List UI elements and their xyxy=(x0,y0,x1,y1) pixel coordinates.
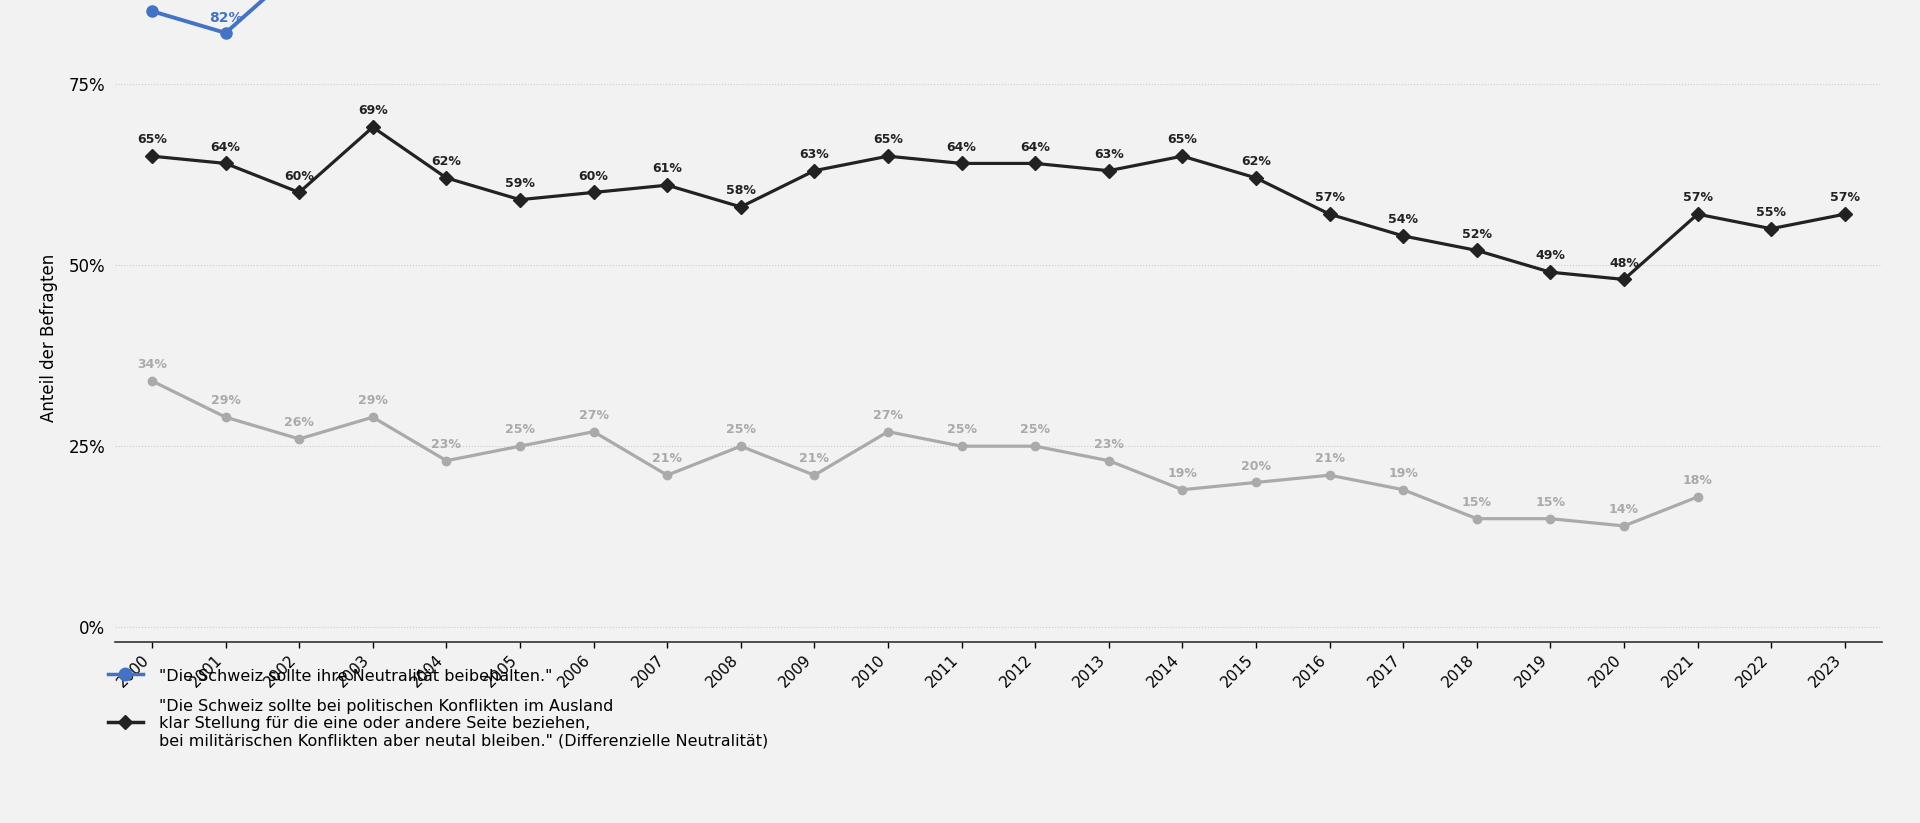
Text: 23%: 23% xyxy=(432,438,461,451)
Text: 57%: 57% xyxy=(1315,192,1344,204)
Text: 57%: 57% xyxy=(1830,192,1860,204)
Text: 54%: 54% xyxy=(1388,213,1419,226)
Text: 21%: 21% xyxy=(653,453,682,466)
Text: 15%: 15% xyxy=(1461,496,1492,509)
Text: 59%: 59% xyxy=(505,177,536,190)
Text: 61%: 61% xyxy=(653,162,682,175)
Text: 64%: 64% xyxy=(211,141,240,154)
Text: 20%: 20% xyxy=(1240,460,1271,472)
Text: 25%: 25% xyxy=(726,424,756,436)
Text: 64%: 64% xyxy=(1020,141,1050,154)
Text: 60%: 60% xyxy=(284,170,315,183)
Text: 14%: 14% xyxy=(1609,503,1640,516)
Text: 27%: 27% xyxy=(578,409,609,422)
Text: 65%: 65% xyxy=(136,133,167,146)
Y-axis label: Anteil der Befragten: Anteil der Befragten xyxy=(40,253,58,421)
Text: 49%: 49% xyxy=(1536,249,1565,263)
Text: 63%: 63% xyxy=(799,148,829,161)
Text: 60%: 60% xyxy=(578,170,609,183)
Text: 21%: 21% xyxy=(799,453,829,466)
Text: 15%: 15% xyxy=(1536,496,1565,509)
Text: 57%: 57% xyxy=(1682,192,1713,204)
Text: 25%: 25% xyxy=(505,424,536,436)
Text: 19%: 19% xyxy=(1388,467,1419,480)
Text: 62%: 62% xyxy=(432,156,461,168)
Legend: "Die Schweiz sollte ihre Neutralität beibehalten.", "Die Schweiz sollte bei poli: "Die Schweiz sollte ihre Neutralität bei… xyxy=(108,667,768,748)
Text: 62%: 62% xyxy=(1240,156,1271,168)
Text: 63%: 63% xyxy=(1094,148,1123,161)
Text: 55%: 55% xyxy=(1757,206,1786,219)
Text: 69%: 69% xyxy=(357,105,388,118)
Text: 23%: 23% xyxy=(1094,438,1123,451)
Text: 29%: 29% xyxy=(211,394,240,407)
Text: 34%: 34% xyxy=(136,358,167,371)
Text: 21%: 21% xyxy=(1315,453,1344,466)
Text: 52%: 52% xyxy=(1461,228,1492,240)
Text: 25%: 25% xyxy=(947,424,977,436)
Text: 18%: 18% xyxy=(1682,474,1713,487)
Text: 65%: 65% xyxy=(874,133,902,146)
Text: 48%: 48% xyxy=(1609,257,1640,270)
Text: 64%: 64% xyxy=(947,141,977,154)
Text: 26%: 26% xyxy=(284,416,315,430)
Text: 58%: 58% xyxy=(726,184,756,198)
Text: 82%: 82% xyxy=(209,11,242,25)
Text: 25%: 25% xyxy=(1020,424,1050,436)
Text: 19%: 19% xyxy=(1167,467,1198,480)
Text: 29%: 29% xyxy=(357,394,388,407)
Text: 65%: 65% xyxy=(1167,133,1198,146)
Text: 27%: 27% xyxy=(874,409,902,422)
